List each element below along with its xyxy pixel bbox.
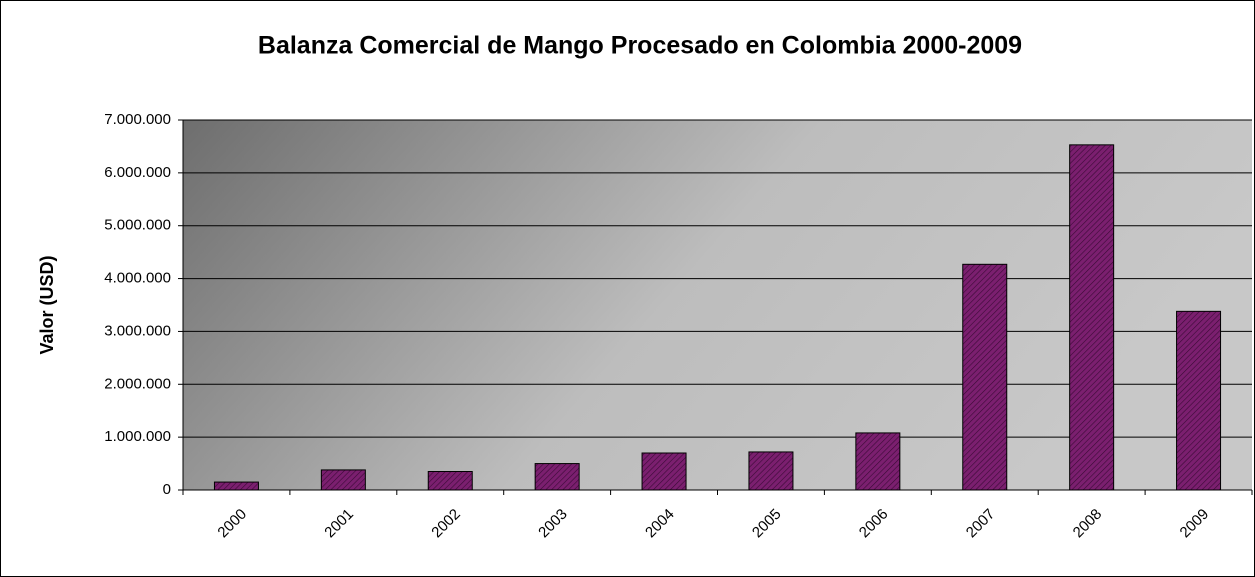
bar bbox=[748, 451, 794, 491]
y-tick-label: 3.000.000 bbox=[104, 322, 171, 339]
y-axis-label: Valor (USD) bbox=[37, 255, 57, 354]
bar bbox=[1176, 310, 1222, 491]
bar bbox=[962, 263, 1008, 491]
y-tick-label: 4.000.000 bbox=[104, 270, 171, 287]
bar bbox=[855, 432, 901, 491]
bar bbox=[534, 463, 580, 491]
bar bbox=[641, 452, 687, 491]
y-tick-label: 7.000.000 bbox=[104, 111, 171, 128]
bar bbox=[1069, 144, 1115, 491]
chart-title: Balanza Comercial de Mango Procesado en … bbox=[258, 32, 1022, 60]
y-tick-label: 2.000.000 bbox=[104, 375, 171, 392]
y-tick-label: 6.000.000 bbox=[104, 164, 171, 181]
y-tick-label: 0 bbox=[163, 481, 171, 498]
bar bbox=[213, 481, 259, 491]
y-tick-label: 1.000.000 bbox=[104, 428, 171, 445]
bar bbox=[320, 469, 366, 491]
bar bbox=[427, 471, 473, 491]
y-tick-label: 5.000.000 bbox=[104, 217, 171, 234]
